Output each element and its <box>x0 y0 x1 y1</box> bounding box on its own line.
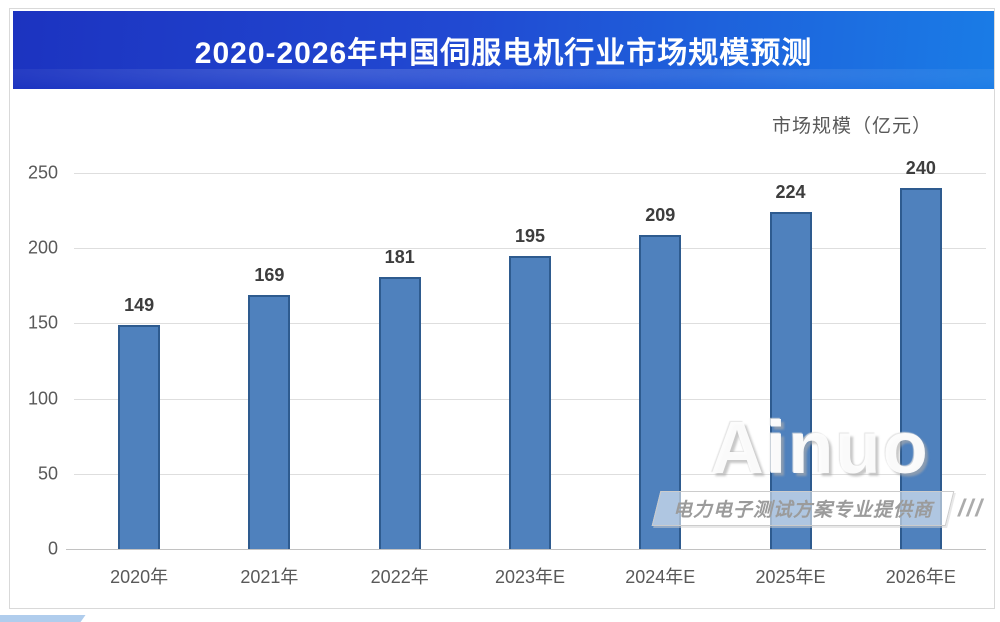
y-tick-label-0: 0 <box>47 538 58 559</box>
bar-group-2025年E: 224 <box>725 173 855 549</box>
bar-2021年 <box>248 295 291 549</box>
bar-group-2026年E: 240 <box>856 158 986 549</box>
y-tick-label-50: 50 <box>37 463 58 484</box>
y-axis-tick-labels: 0 50 100 150 200 250 <box>10 163 66 559</box>
x-axis-label-2025年E: 2025年E <box>755 567 826 587</box>
gridline-y-200 <box>74 248 986 250</box>
chart-title: 2020-2026年中国伺服电机行业市场规模预测 <box>194 37 813 70</box>
x-axis-label-2023年E: 2023年E <box>494 567 566 587</box>
x-axis-label-2020年: 2020年 <box>110 567 169 587</box>
bar-series: 149 169 181 195 209 224 240 <box>74 158 986 549</box>
x-axis-labels: 2020年 2021年 2022年 2023年E 2024年E 2025年E 2026年E <box>74 563 986 589</box>
y-axis-unit-label: 市场规模（亿元） <box>771 116 932 137</box>
y-tick-label-100: 100 <box>27 388 58 409</box>
bar-2023年E <box>508 256 551 549</box>
bar-value-label-2026年E: 240 <box>905 158 936 178</box>
bar-value-label-2024年E: 209 <box>645 205 676 225</box>
bottom-left-blue-accent <box>0 615 86 622</box>
bar-value-label-2023年E: 195 <box>514 226 546 246</box>
title-banner: 2020-2026年中国伺服电机行业市场规模预测 <box>13 11 994 89</box>
bar-2026年E <box>899 188 942 549</box>
bar-value-label-2020年: 149 <box>124 295 155 315</box>
bar-2025年E <box>769 212 812 549</box>
y-tick-label-200: 200 <box>27 237 58 258</box>
gridline-y-250 <box>74 173 986 174</box>
x-axis-label-2026年E: 2026年E <box>885 567 956 587</box>
bar-2024年E <box>639 235 682 549</box>
bar-group-2023年E: 195 <box>465 173 595 549</box>
y-tick-label-150: 150 <box>27 312 58 333</box>
bar-value-label-2025年E: 224 <box>775 182 806 202</box>
gridline-y-0 <box>66 549 986 550</box>
bar-group-2024年E: 209 <box>595 173 725 549</box>
bar-2022年 <box>378 277 421 549</box>
x-axis-label-2022年: 2022年 <box>370 567 429 587</box>
bar-2020年 <box>118 325 161 549</box>
x-axis-label-2024年E: 2024年E <box>625 567 696 587</box>
bar-value-label-2022年: 181 <box>384 247 415 267</box>
chart-card: 2020-2026年中国伺服电机行业市场规模预测 市场规模（亿元） 0 50 100… <box>9 8 995 609</box>
bar-group-2020年: 149 <box>74 173 204 549</box>
bar-group-2022年: 181 <box>335 173 465 549</box>
bar-group-2021年: 169 <box>204 173 334 549</box>
x-axis-label-2021年: 2021年 <box>240 567 299 587</box>
bar-value-label-2021年: 169 <box>254 265 285 285</box>
y-tick-label-250: 250 <box>27 162 58 183</box>
